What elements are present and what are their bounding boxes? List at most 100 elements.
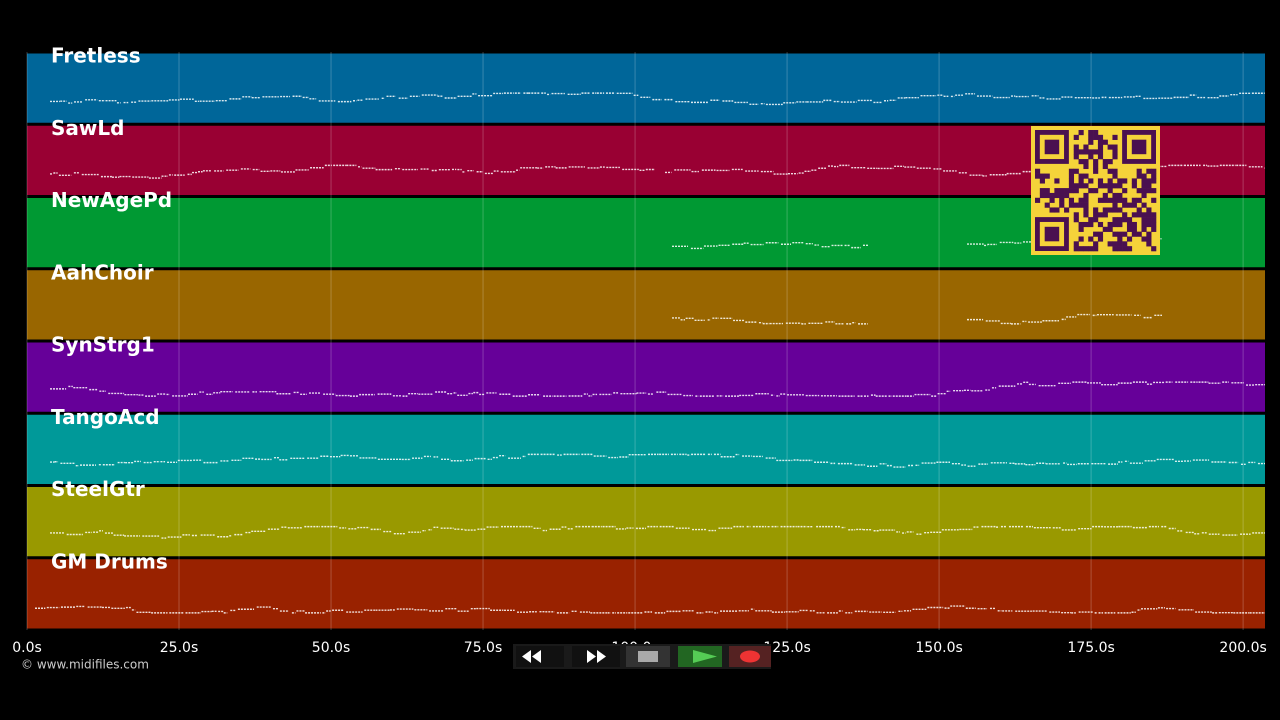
qr-module [1073, 241, 1079, 247]
transport-controls [513, 644, 771, 669]
record-button[interactable] [729, 646, 771, 667]
qr-module [1083, 163, 1089, 170]
track-name: GM Drums [51, 549, 168, 573]
note-trace [50, 453, 1265, 468]
qr-module [1141, 188, 1147, 194]
qr-module [1122, 217, 1128, 223]
qr-module [1136, 212, 1142, 218]
qr-module [1039, 188, 1045, 194]
qr-module [1117, 221, 1123, 228]
icon [693, 650, 717, 663]
fast-forward-button[interactable] [572, 646, 620, 667]
qr-module [1068, 178, 1075, 184]
qr-module [1131, 221, 1137, 228]
qr-module [1136, 173, 1142, 179]
qr-module [1146, 221, 1152, 228]
qr-module [1068, 183, 1075, 189]
qr-module [1131, 183, 1137, 189]
qr-module [1035, 173, 1041, 179]
qr-module [1146, 217, 1152, 223]
icon [522, 650, 531, 663]
qr-finder [1044, 139, 1060, 155]
qr-module [1078, 159, 1084, 165]
track-name: TangoAcd [51, 405, 160, 429]
qr-module [1131, 226, 1137, 232]
qr-module [1078, 178, 1084, 184]
qr-module [1073, 168, 1079, 174]
qr-module [1044, 202, 1050, 208]
qr-module [1146, 188, 1152, 194]
qr-module [1049, 197, 1055, 203]
qr-module [1097, 183, 1104, 189]
qr-module [1107, 221, 1113, 228]
qr-module [1093, 159, 1099, 165]
qr-module [1107, 188, 1113, 194]
qr-module [1141, 212, 1147, 218]
qr-module [1064, 207, 1070, 213]
qr-module [1146, 212, 1152, 218]
qr-module [1083, 207, 1089, 213]
qr-module [1112, 192, 1118, 199]
track-name: Fretless [51, 44, 141, 68]
qr-module [1049, 192, 1055, 199]
qr-module [1122, 178, 1128, 184]
qr-module [1151, 173, 1157, 179]
qr-module [1102, 212, 1108, 218]
play-button[interactable] [678, 646, 722, 667]
qr-module [1073, 212, 1079, 218]
tick-label: 175.0s [1067, 640, 1114, 656]
qr-module [1146, 168, 1152, 174]
qr-module [1049, 207, 1055, 213]
qr-module [1083, 197, 1089, 203]
qr-module [1073, 188, 1079, 194]
qr-module [1146, 178, 1152, 184]
icon [597, 650, 606, 663]
qr-module [1088, 246, 1094, 252]
note-trace [50, 381, 1265, 397]
qr-module [1073, 154, 1079, 160]
qr-module [1117, 231, 1123, 237]
stop-button[interactable] [626, 646, 670, 667]
qr-module [1136, 168, 1142, 174]
qr-module [1035, 197, 1041, 203]
qr-module [1097, 139, 1104, 145]
qr-module [1093, 163, 1099, 170]
qr-code [1031, 126, 1160, 255]
qr-module [1088, 178, 1094, 184]
qr-module [1088, 236, 1094, 242]
qr-module [1131, 197, 1137, 203]
qr-module [1107, 241, 1113, 247]
rewind-button[interactable] [516, 646, 564, 667]
track-name: SteelGtr [51, 477, 145, 501]
qr-module [1112, 221, 1118, 228]
qr-module [1141, 192, 1147, 199]
qr-module [1151, 197, 1157, 203]
qr-module [1097, 236, 1104, 242]
qr-module [1126, 221, 1133, 228]
qr-module [1093, 246, 1099, 252]
qr-module [1088, 134, 1094, 140]
track-list [27, 53, 1265, 629]
qr-module [1131, 231, 1137, 237]
qr-module [1141, 217, 1147, 223]
qr-module [1112, 149, 1118, 155]
note-trace [35, 605, 1265, 614]
qr-module [1068, 202, 1075, 208]
qr-module [1151, 212, 1157, 218]
qr-module [1078, 173, 1084, 179]
qr-module [1131, 212, 1137, 218]
track-lane [27, 270, 1265, 340]
qr-module [1117, 207, 1123, 213]
tick-label: 75.0s [464, 640, 502, 656]
qr-module [1102, 163, 1108, 170]
qr-module [1107, 178, 1113, 184]
qr-module [1146, 231, 1152, 237]
track-lane [27, 342, 1265, 412]
qr-module [1078, 236, 1084, 242]
icon [638, 651, 658, 662]
qr-module [1083, 183, 1089, 189]
note-trace [50, 92, 1265, 106]
qr-module [1131, 202, 1137, 208]
track-name: AahChoir [51, 260, 154, 284]
qr-module [1083, 246, 1089, 252]
